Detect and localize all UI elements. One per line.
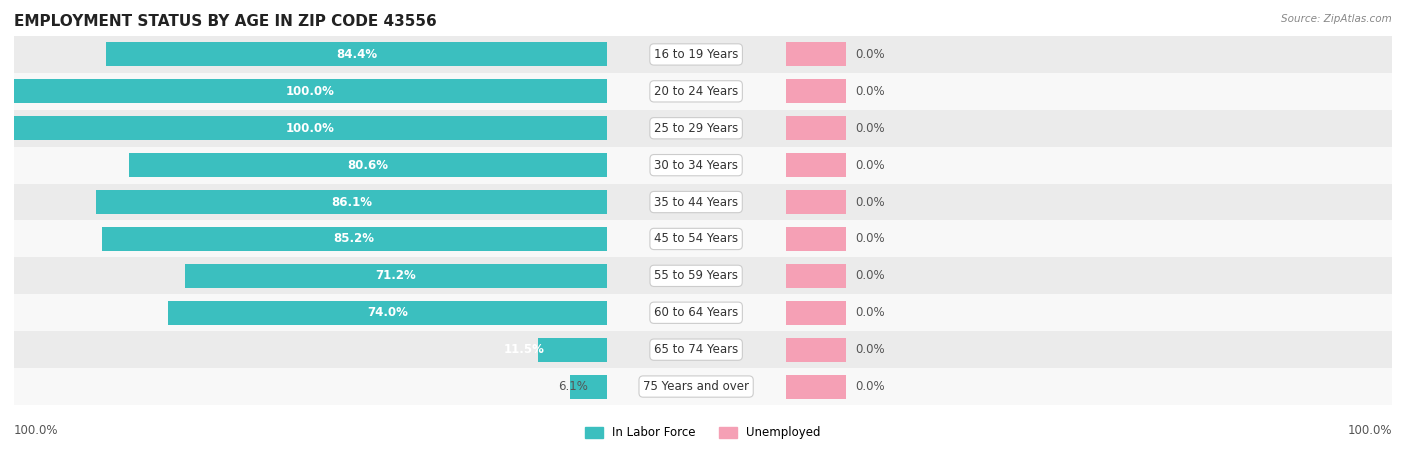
Bar [786, 301, 846, 325]
Legend: In Labor Force, Unemployed: In Labor Force, Unemployed [581, 422, 825, 444]
Bar [14, 116, 606, 140]
Bar [14, 79, 606, 104]
Bar [786, 374, 846, 399]
Text: 100.0%: 100.0% [285, 122, 335, 135]
Bar [538, 338, 606, 362]
Bar [180, 368, 1392, 405]
Text: Source: ZipAtlas.com: Source: ZipAtlas.com [1281, 14, 1392, 23]
Bar [786, 153, 846, 177]
Bar [101, 227, 606, 251]
Text: 0.0%: 0.0% [855, 85, 884, 98]
Bar [0, 220, 1406, 257]
Text: 35 to 44 Years: 35 to 44 Years [654, 196, 738, 208]
Bar [14, 73, 1199, 110]
Text: 65 to 74 Years: 65 to 74 Years [654, 343, 738, 356]
Bar [14, 294, 1199, 331]
Text: 11.5%: 11.5% [503, 343, 544, 356]
Text: 0.0%: 0.0% [855, 380, 884, 393]
Text: 0.0%: 0.0% [855, 196, 884, 208]
Bar [180, 73, 1392, 110]
Bar [0, 368, 1406, 405]
Text: 6.1%: 6.1% [558, 380, 589, 393]
Bar [180, 331, 1392, 368]
Bar [107, 42, 606, 67]
Bar [180, 147, 1392, 184]
Bar [169, 301, 606, 325]
Bar [571, 374, 606, 399]
Text: 80.6%: 80.6% [347, 159, 388, 171]
Bar [786, 264, 846, 288]
Bar [0, 331, 1406, 368]
Text: 84.4%: 84.4% [336, 48, 377, 61]
Bar [14, 220, 1199, 257]
Text: 71.2%: 71.2% [375, 270, 416, 282]
Text: 0.0%: 0.0% [855, 270, 884, 282]
Text: 0.0%: 0.0% [855, 48, 884, 61]
Text: EMPLOYMENT STATUS BY AGE IN ZIP CODE 43556: EMPLOYMENT STATUS BY AGE IN ZIP CODE 435… [14, 14, 437, 28]
Bar [180, 220, 1392, 257]
Bar [0, 110, 1406, 147]
Bar [14, 331, 1199, 368]
Text: 74.0%: 74.0% [367, 306, 408, 319]
Bar [786, 116, 846, 140]
Bar [786, 79, 846, 104]
Text: 0.0%: 0.0% [855, 343, 884, 356]
Text: 20 to 24 Years: 20 to 24 Years [654, 85, 738, 98]
Bar [97, 190, 606, 214]
Bar [786, 227, 846, 251]
Bar [180, 294, 1392, 331]
Text: 75 Years and over: 75 Years and over [643, 380, 749, 393]
Bar [0, 147, 1406, 184]
Text: 0.0%: 0.0% [855, 233, 884, 245]
Bar [180, 110, 1392, 147]
Text: 0.0%: 0.0% [855, 306, 884, 319]
Bar [14, 110, 1199, 147]
Bar [180, 184, 1392, 220]
Bar [184, 264, 606, 288]
Bar [14, 147, 1199, 184]
Text: 100.0%: 100.0% [1347, 423, 1392, 436]
Text: 25 to 29 Years: 25 to 29 Years [654, 122, 738, 135]
Bar [786, 338, 846, 362]
Bar [14, 36, 1199, 73]
Text: 45 to 54 Years: 45 to 54 Years [654, 233, 738, 245]
Bar [0, 184, 1406, 220]
Bar [0, 73, 1406, 110]
Bar [14, 257, 1199, 294]
Text: 100.0%: 100.0% [285, 85, 335, 98]
Bar [0, 294, 1406, 331]
Text: 60 to 64 Years: 60 to 64 Years [654, 306, 738, 319]
Bar [0, 36, 1406, 73]
Text: 85.2%: 85.2% [333, 233, 374, 245]
Text: 100.0%: 100.0% [14, 423, 59, 436]
Text: 55 to 59 Years: 55 to 59 Years [654, 270, 738, 282]
Text: 0.0%: 0.0% [855, 159, 884, 171]
Bar [180, 36, 1392, 73]
Text: 30 to 34 Years: 30 to 34 Years [654, 159, 738, 171]
Bar [0, 257, 1406, 294]
Bar [14, 368, 1199, 405]
Bar [180, 257, 1392, 294]
Bar [786, 42, 846, 67]
Text: 16 to 19 Years: 16 to 19 Years [654, 48, 738, 61]
Bar [786, 190, 846, 214]
Bar [129, 153, 606, 177]
Text: 86.1%: 86.1% [330, 196, 373, 208]
Text: 0.0%: 0.0% [855, 122, 884, 135]
Bar [14, 184, 1199, 220]
